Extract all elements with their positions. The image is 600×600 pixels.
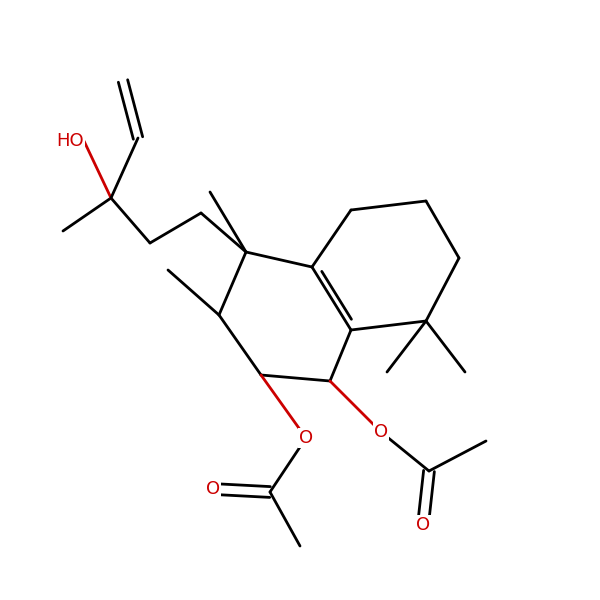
Text: O: O [299, 429, 313, 447]
Text: O: O [206, 480, 220, 498]
Text: O: O [374, 423, 388, 441]
Text: HO: HO [56, 132, 84, 150]
Text: O: O [416, 516, 430, 534]
